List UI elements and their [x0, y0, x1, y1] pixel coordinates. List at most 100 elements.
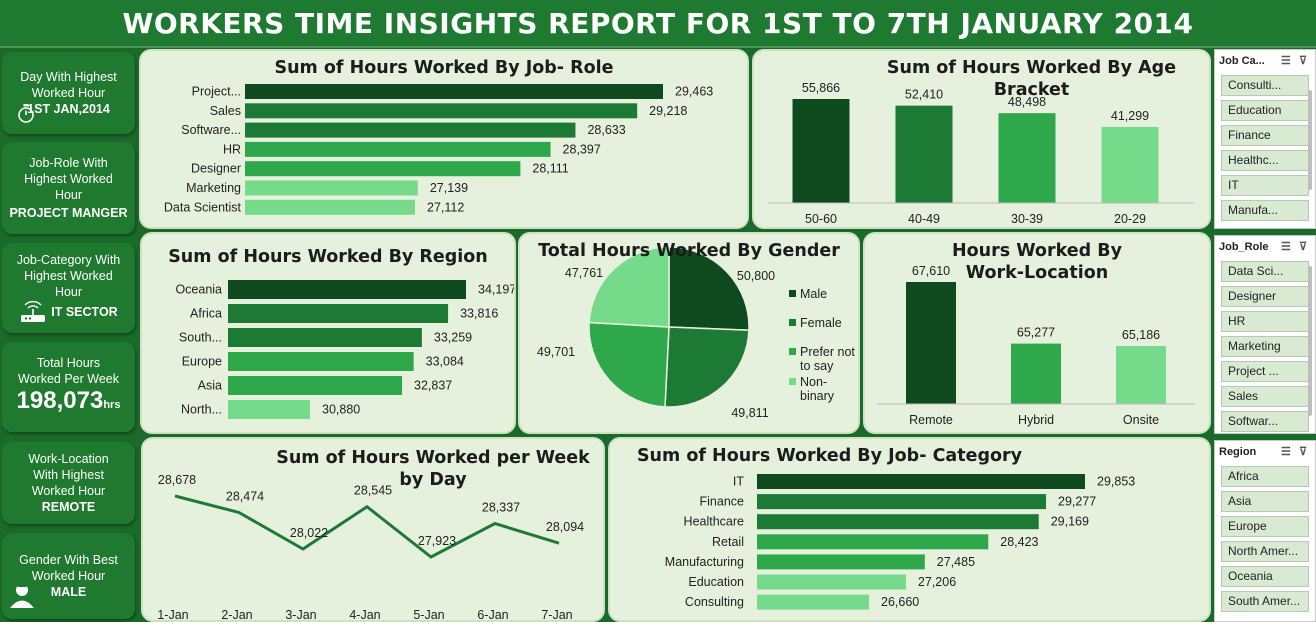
region-chart-title: Sum of Hours Worked By Region: [168, 247, 488, 267]
data-label: 52,410: [905, 88, 943, 102]
slicer-item[interactable]: Project ...: [1221, 361, 1309, 382]
data-label: 29,218: [649, 104, 687, 118]
slicer-item[interactable]: Finance: [1221, 125, 1309, 146]
legend-swatch: [789, 378, 796, 385]
kpi-day-value: 1ST JAN,2014: [27, 102, 110, 116]
data-label: 28,423: [1000, 535, 1038, 549]
bar: [998, 113, 1056, 203]
data-label: 33,259: [434, 331, 472, 345]
data-label: 33,084: [426, 355, 464, 369]
slicer-item[interactable]: Designer: [1221, 286, 1309, 307]
category-label: Data Scientist: [164, 200, 242, 214]
kpi-role-value: PROJECT MANGER: [9, 206, 128, 220]
bar: [228, 376, 403, 395]
slicer-item[interactable]: Marketing: [1221, 336, 1309, 357]
bar: [757, 534, 989, 550]
category-label: 30-39: [1011, 212, 1043, 226]
data-label: 49,701: [537, 345, 575, 359]
slicer-item[interactable]: HR: [1221, 311, 1309, 332]
person-icon: [10, 584, 34, 608]
clear-filter-icon[interactable]: ⊽: [1299, 55, 1308, 67]
job-role-slicer[interactable]: Job_Role ☰ ⊽ Data Sci... Designer HR Mark…: [1214, 235, 1316, 434]
legend-label: Non-: [800, 375, 827, 389]
data-label: 28,022: [290, 526, 328, 540]
data-label: 50,800: [737, 269, 775, 283]
report-title: WORKERS TIME INSIGHTS REPORT FOR 1ST TO …: [0, 0, 1316, 48]
clear-filter-icon[interactable]: ⊽: [1299, 446, 1308, 458]
kpi-category-value: IT SECTOR: [51, 305, 118, 319]
category-label: Designer: [191, 162, 241, 176]
data-label: 27,206: [918, 575, 956, 589]
category-label: North...: [181, 403, 222, 417]
multi-select-icon[interactable]: ☰: [1281, 241, 1291, 253]
region-chart-panel: Sum of Hours Worked By Region Oceania 34,…: [140, 232, 516, 434]
kpi-location-label: Work-Location With Highest Worked Hour: [28, 452, 109, 498]
slicer-item[interactable]: Africa: [1221, 466, 1309, 487]
slicer-item[interactable]: Data Sci...: [1221, 261, 1309, 282]
x-tick-label: 1-Jan: [157, 608, 188, 622]
bar: [1011, 343, 1061, 404]
slicer-scrollbar[interactable]: [1308, 90, 1312, 190]
router-icon: [21, 300, 46, 322]
location-chart-title: Hours Worked By Work-Location: [951, 241, 1122, 283]
slicer-item[interactable]: Education: [1221, 100, 1309, 121]
kpi-category-label: Job-Category With Highest Worked Hour: [16, 253, 121, 299]
bar: [245, 103, 638, 119]
bar: [757, 494, 1047, 510]
category-label: 50-60: [805, 212, 837, 226]
slicer-item[interactable]: Sales: [1221, 386, 1309, 407]
data-label: 28,474: [226, 489, 264, 503]
category-label: 40-49: [908, 212, 940, 226]
data-label: 27,923: [418, 534, 456, 548]
job-category-chart-panel: Sum of Hours Worked By Job- Category IT 2…: [608, 437, 1211, 622]
category-label: Africa: [190, 307, 222, 321]
bar: [757, 514, 1039, 530]
pie-slice: [588, 246, 670, 328]
bar: [895, 105, 953, 203]
data-label: 49,811: [731, 406, 768, 420]
bar: [906, 282, 956, 404]
data-label: 55,866: [802, 81, 840, 95]
x-tick-label: 4-Jan: [349, 608, 380, 622]
clear-filter-icon[interactable]: ⊽: [1299, 241, 1308, 253]
slicer-item[interactable]: Consulti...: [1221, 75, 1309, 96]
day-chart-title: Sum of Hours Worked per Week by Day: [276, 448, 590, 490]
gender-chart: 50,800 49,811 49,701 47,761 Male Female Prefer…: [537, 246, 855, 420]
kpi-role-label: Job-Role With Highest Worked Hour: [24, 156, 113, 202]
slicer-item[interactable]: Healthc...: [1221, 150, 1309, 171]
x-tick-label: 2-Jan: [221, 608, 252, 622]
category-label: Sales: [210, 104, 241, 118]
slicer-item[interactable]: Manufa...: [1221, 200, 1309, 221]
data-label: 41,299: [1111, 109, 1149, 123]
pie-slice: [668, 246, 750, 332]
job-category-slicer[interactable]: Job Ca... ☰ ⊽ Consulti... Education Finan…: [1214, 49, 1316, 229]
category-label: Healthcare: [684, 515, 744, 529]
data-label: 65,277: [1017, 326, 1055, 340]
category-label: Remote: [909, 413, 953, 427]
kpi-location-card: Work-Location With Highest Worked Hour R…: [2, 442, 135, 524]
slicer-scrollbar[interactable]: [1308, 266, 1312, 416]
category-label: IT: [733, 475, 744, 489]
slicer-item[interactable]: IT: [1221, 175, 1309, 196]
slicer-item[interactable]: Softwar...: [1221, 411, 1309, 432]
category-label: Retail: [712, 535, 744, 549]
region-slicer[interactable]: Region ☰ ⊽ Africa Asia Europe North Amer.…: [1214, 440, 1316, 622]
bar: [228, 352, 414, 371]
category-label: Education: [688, 575, 744, 589]
kpi-total-label: Total Hours Worked Per Week: [18, 356, 119, 386]
data-label: 28,678: [158, 473, 196, 487]
kpi-role-card: Job-Role With Highest Worked Hour PROJEC…: [2, 142, 135, 234]
slicer-item[interactable]: Asia: [1221, 491, 1309, 512]
slicer-item[interactable]: North Amer...: [1221, 541, 1309, 562]
region-chart: Oceania 34,197 Africa 33,816 South... 33,259 E…: [175, 280, 514, 419]
category-label: HR: [223, 142, 241, 156]
slicer-item[interactable]: Oceania: [1221, 566, 1309, 587]
slicer-item[interactable]: South Amer...: [1221, 591, 1309, 612]
slicer-item[interactable]: Europe: [1221, 516, 1309, 537]
job-role-slicer-title: Job_Role: [1219, 241, 1269, 253]
day-chart: 28,678 1-Jan 28,474 2-Jan 28,022 3-Jan 28,545 4…: [157, 473, 584, 622]
multi-select-icon[interactable]: ☰: [1281, 55, 1291, 67]
multi-select-icon[interactable]: ☰: [1281, 446, 1291, 458]
job-role-chart-title: Sum of Hours Worked By Job- Role: [274, 58, 614, 78]
data-label: 29,277: [1058, 495, 1096, 509]
